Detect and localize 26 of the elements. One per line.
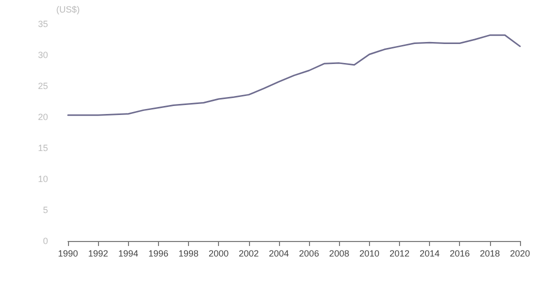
y-tick-label: 25 [38, 81, 48, 91]
y-tick-label: 20 [38, 112, 48, 122]
y-tick-label: 15 [38, 143, 48, 153]
y-tick-label: 0 [42, 236, 48, 246]
x-tick-label: 2018 [480, 248, 500, 258]
x-tick-label: 1998 [178, 248, 199, 258]
y-tick-label: 30 [38, 50, 48, 60]
line-series [67, 34, 521, 116]
y-tick-label: 5 [42, 205, 48, 215]
y-axis-title: (US$) [56, 4, 80, 14]
x-tick-label: 2002 [238, 248, 259, 258]
y-tick-label: 35 [38, 19, 48, 29]
x-tick-label: 2000 [208, 248, 229, 258]
x-tick-label: 1992 [88, 248, 108, 258]
x-tick-label: 2016 [450, 248, 470, 258]
x-tick-label: 2008 [329, 248, 350, 258]
x-tick-label: 1996 [148, 248, 168, 258]
x-tick-label: 2006 [299, 248, 320, 258]
x-tick-label: 2010 [359, 248, 380, 258]
y-tick-label: 10 [38, 174, 48, 184]
x-tick-label: 2014 [420, 248, 440, 258]
x-tick-label: 2020 [510, 248, 530, 258]
x-tick-label: 2012 [389, 248, 410, 258]
x-tick-label: 1994 [118, 248, 138, 258]
x-tick-label: 1990 [58, 248, 78, 258]
x-tick-label: 2004 [268, 248, 289, 258]
